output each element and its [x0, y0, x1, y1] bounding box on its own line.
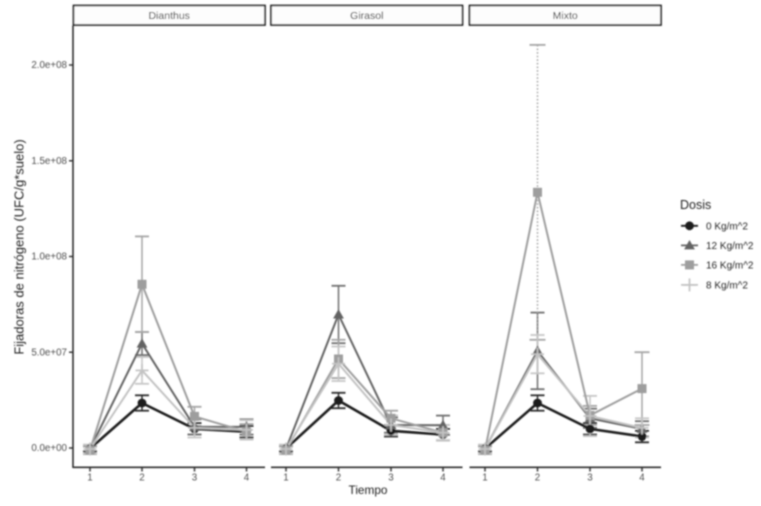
svg-text:1: 1 [482, 473, 487, 484]
svg-text:2: 2 [535, 473, 540, 484]
svg-text:1.0e+08: 1.0e+08 [31, 252, 67, 263]
svg-text:Mixto: Mixto [553, 10, 578, 22]
svg-text:Girasol: Girasol [350, 10, 383, 22]
svg-text:Dianthus: Dianthus [148, 10, 189, 22]
svg-text:1: 1 [283, 473, 288, 484]
svg-text:16 Kg/m^2: 16 Kg/m^2 [706, 260, 754, 271]
svg-text:2: 2 [336, 473, 341, 484]
svg-text:3: 3 [388, 473, 394, 484]
svg-text:2: 2 [139, 473, 144, 484]
svg-text:Dosis: Dosis [680, 198, 711, 212]
svg-text:12 Kg/m^2: 12 Kg/m^2 [706, 241, 754, 252]
svg-text:0 Kg/m^2: 0 Kg/m^2 [706, 221, 748, 232]
svg-text:3: 3 [587, 473, 593, 484]
svg-text:0.0e+00: 0.0e+00 [31, 443, 67, 454]
svg-text:Tiempo: Tiempo [349, 483, 388, 497]
svg-text:5.0e+07: 5.0e+07 [31, 347, 67, 358]
svg-text:Fijadoras de nitrógeno (UFC/g*: Fijadoras de nitrógeno (UFC/g*suelo) [12, 139, 27, 354]
svg-text:1: 1 [87, 473, 92, 484]
svg-text:8 Kg/m^2: 8 Kg/m^2 [706, 280, 748, 291]
svg-text:4: 4 [440, 473, 446, 484]
svg-text:4: 4 [639, 473, 645, 484]
svg-text:3: 3 [192, 473, 198, 484]
svg-text:1.5e+08: 1.5e+08 [31, 156, 67, 167]
svg-text:4: 4 [244, 473, 250, 484]
svg-text:2.0e+08: 2.0e+08 [31, 60, 67, 71]
